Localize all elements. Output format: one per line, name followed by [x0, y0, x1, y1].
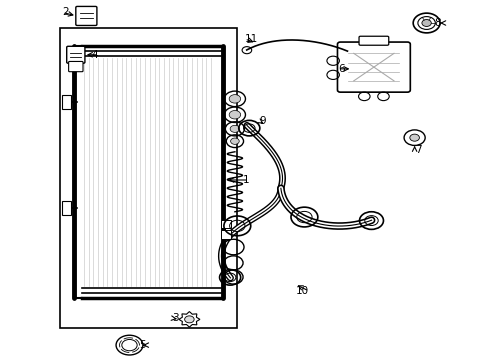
- Bar: [220, 220, 231, 228]
- Text: 9: 9: [258, 116, 265, 126]
- Circle shape: [229, 95, 240, 103]
- Text: 7: 7: [414, 145, 420, 155]
- Text: 6: 6: [337, 64, 344, 74]
- FancyBboxPatch shape: [358, 36, 388, 45]
- Bar: [62, 201, 71, 215]
- FancyBboxPatch shape: [68, 62, 83, 72]
- Circle shape: [229, 111, 240, 119]
- FancyBboxPatch shape: [66, 46, 85, 63]
- Text: 11: 11: [244, 34, 257, 44]
- Text: 2: 2: [62, 8, 69, 17]
- FancyBboxPatch shape: [76, 6, 97, 26]
- Circle shape: [230, 138, 239, 144]
- FancyBboxPatch shape: [337, 42, 409, 92]
- Bar: [62, 95, 71, 109]
- Text: 4: 4: [92, 50, 98, 60]
- Circle shape: [230, 125, 239, 132]
- Text: 8: 8: [433, 18, 440, 28]
- Circle shape: [409, 134, 419, 141]
- Polygon shape: [179, 312, 200, 327]
- Text: 10: 10: [295, 286, 308, 296]
- Circle shape: [421, 19, 430, 27]
- Circle shape: [184, 316, 194, 323]
- Text: 1: 1: [242, 175, 249, 185]
- Bar: [220, 230, 231, 239]
- Bar: [60, 28, 237, 328]
- Text: 3: 3: [172, 313, 179, 323]
- Text: 5: 5: [140, 340, 146, 350]
